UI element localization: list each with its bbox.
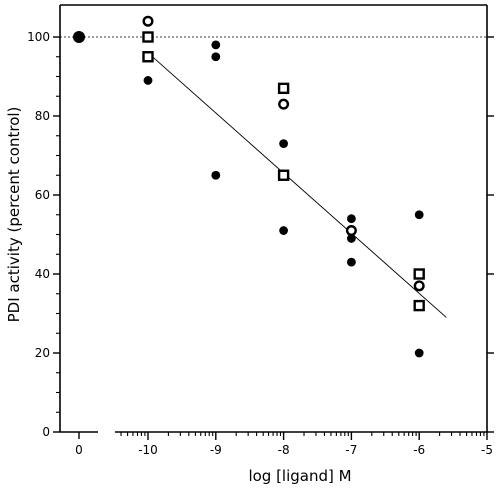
point-open-square xyxy=(413,299,425,312)
y-tick-label: 20 xyxy=(35,346,50,360)
point-filled-circle xyxy=(143,76,153,85)
point-open-square xyxy=(142,51,154,63)
point-filled-circle xyxy=(279,139,288,149)
point-filled-circle xyxy=(347,214,356,224)
point-filled-circle xyxy=(211,170,221,180)
point-open-square xyxy=(413,268,425,280)
y-tick-label: 0 xyxy=(42,425,50,439)
y-tick-label: 80 xyxy=(35,109,50,123)
point-filled-circle xyxy=(211,52,221,62)
control-point xyxy=(73,31,85,43)
point-open-circle xyxy=(278,98,290,110)
x-tick-label: -8 xyxy=(278,443,290,457)
axes xyxy=(59,4,488,433)
regression-line xyxy=(147,52,447,318)
x-tick-label-zero: 0 xyxy=(75,443,83,457)
point-open-square xyxy=(142,31,154,43)
tick-labels: 0 20 40 60 80 100 0 -10 -9 -8 -7 -6 -5 xyxy=(27,30,493,457)
y-axis-title: PDI activity (percent control) xyxy=(5,107,23,323)
point-filled-circle xyxy=(279,226,288,235)
point-filled-circle xyxy=(414,210,424,220)
x-tick-label: -9 xyxy=(210,443,222,457)
point-filled-circle xyxy=(211,40,221,50)
x-tick-label: -7 xyxy=(345,443,357,457)
point-filled-circle xyxy=(347,234,356,243)
x-axis-title: log [ligand] M xyxy=(248,467,351,485)
x-tick-label: -5 xyxy=(481,443,493,457)
point-filled-circle xyxy=(347,257,356,267)
y-tick-label: 60 xyxy=(35,188,50,202)
point-open-circle xyxy=(142,15,154,27)
point-open-circle xyxy=(345,225,357,237)
point-open-square xyxy=(277,169,290,181)
y-tick-label: 40 xyxy=(35,267,50,281)
point-open-square xyxy=(277,82,290,95)
ticks xyxy=(53,36,494,440)
point-filled-circle xyxy=(414,348,424,358)
data-points xyxy=(73,15,425,358)
point-open-circle xyxy=(413,280,425,292)
y-tick-label: 100 xyxy=(27,30,50,44)
x-tick-label: -10 xyxy=(138,443,158,457)
x-tick-label: -6 xyxy=(413,443,425,457)
